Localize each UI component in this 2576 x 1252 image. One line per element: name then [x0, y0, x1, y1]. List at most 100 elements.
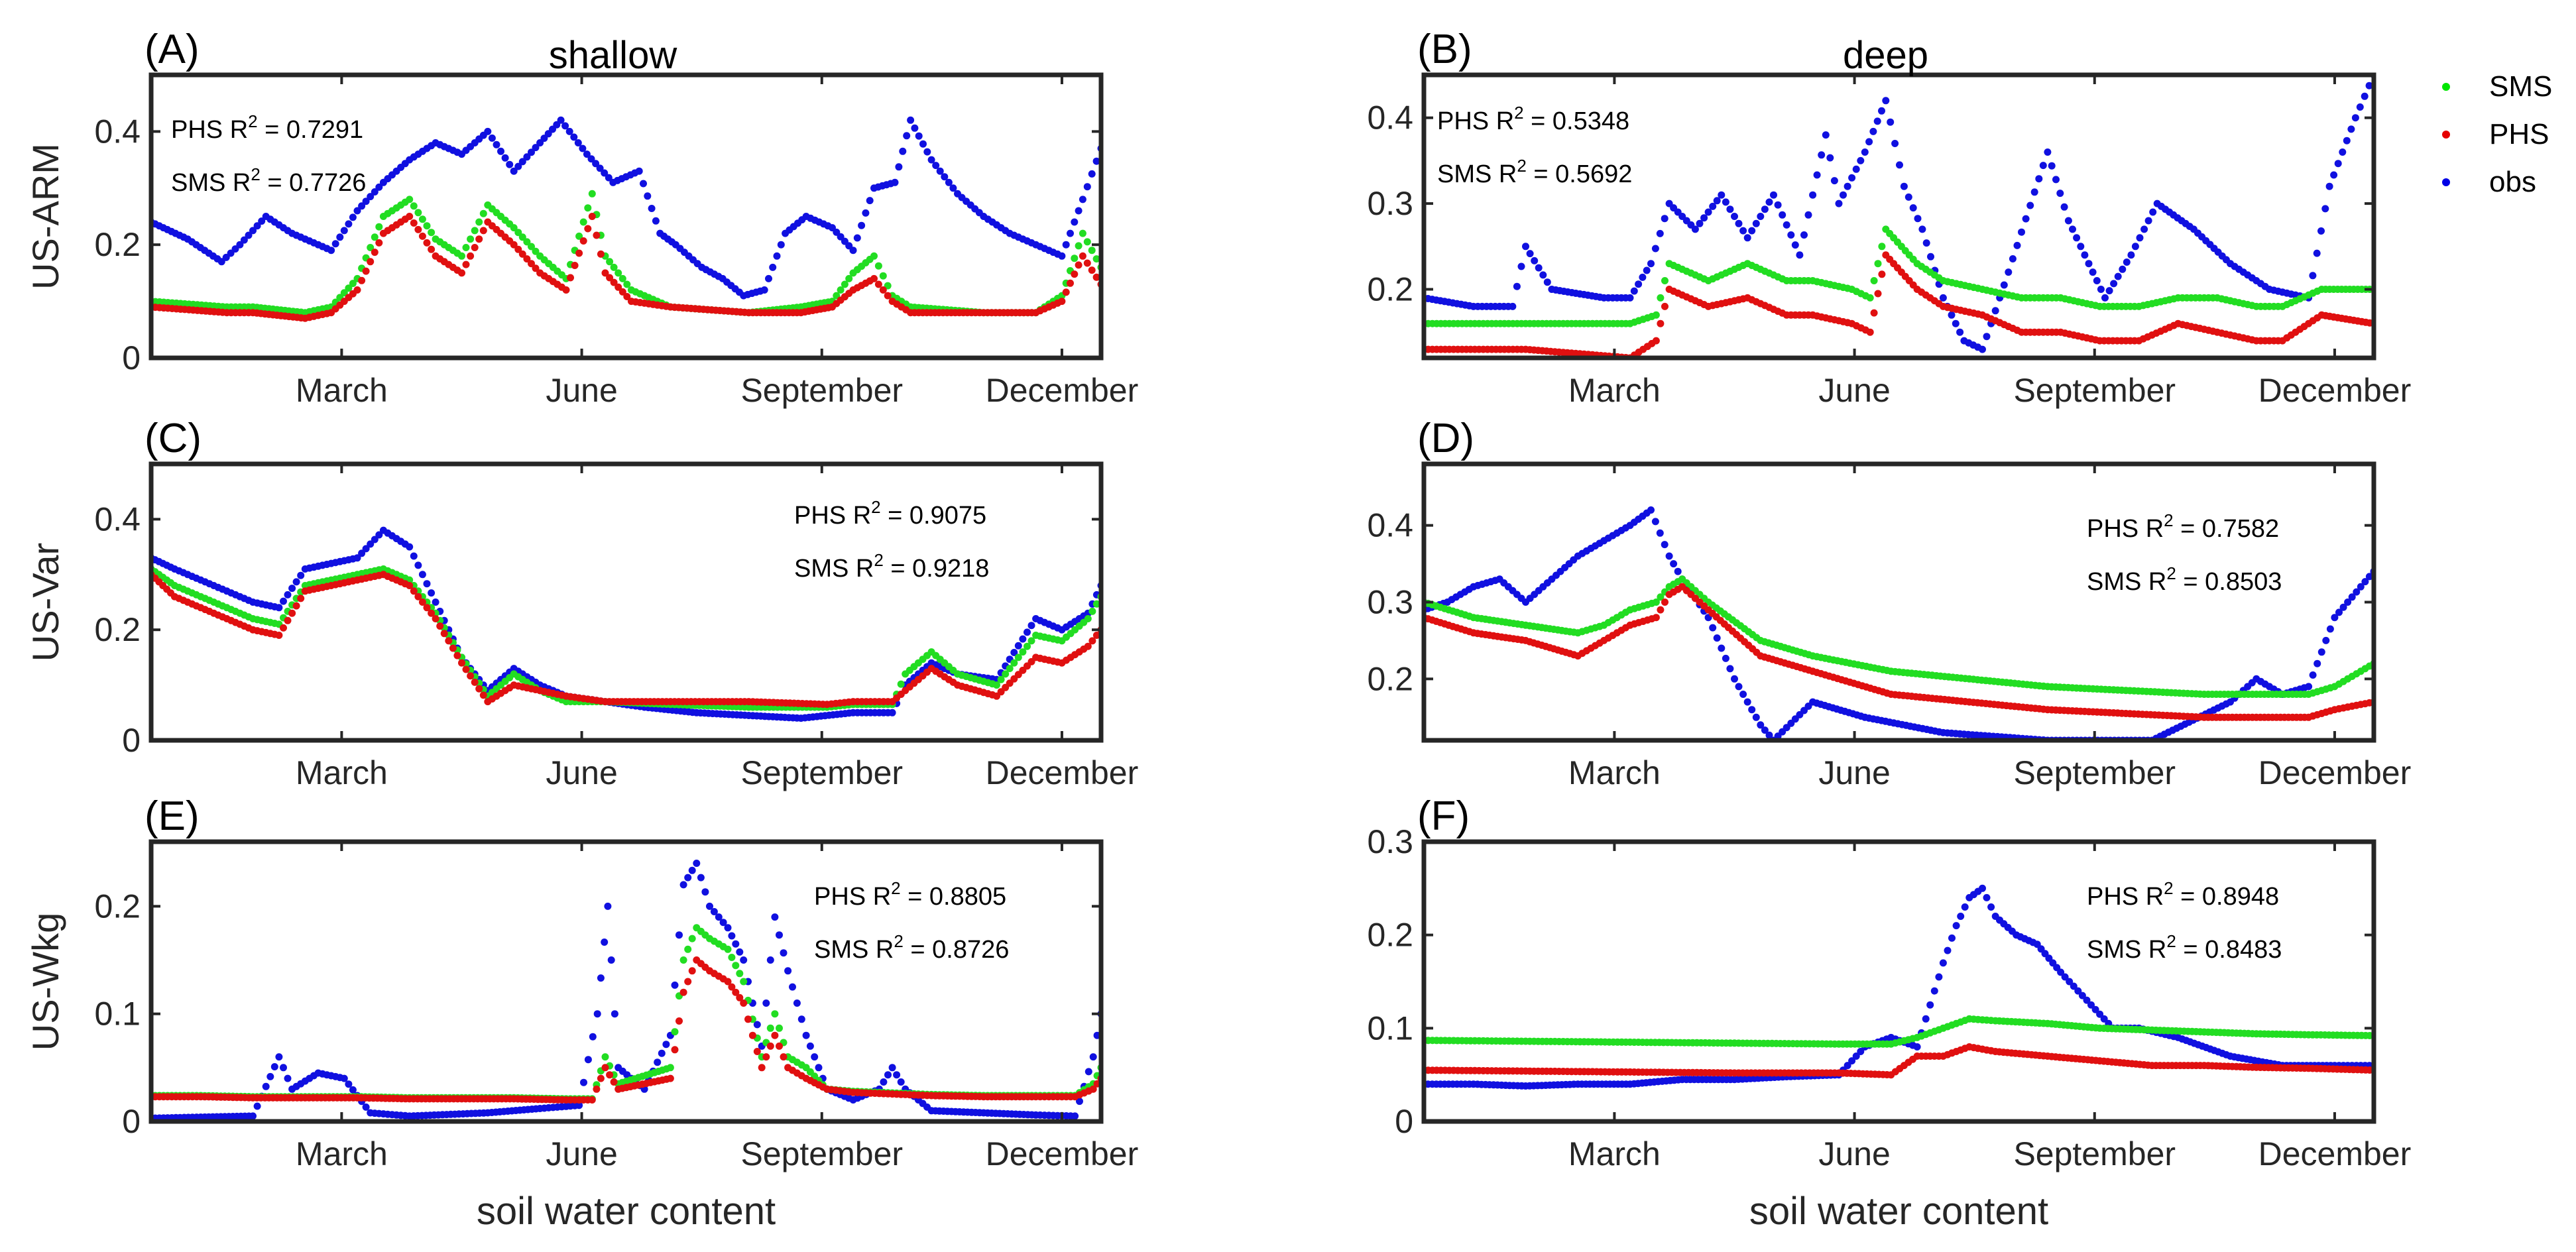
point-obs	[1014, 642, 1022, 650]
point-obs	[766, 956, 774, 964]
point-phs	[579, 237, 587, 245]
point-phs	[410, 219, 418, 227]
point-obs	[2317, 227, 2325, 235]
point-obs	[410, 552, 418, 560]
point-obs	[362, 198, 370, 205]
point-obs	[1722, 198, 1729, 206]
panel-label: (E)	[145, 793, 200, 839]
point-obs	[331, 240, 339, 248]
x-tick-label: March	[296, 372, 388, 409]
x-tick-label: March	[296, 1135, 388, 1172]
point-obs	[345, 220, 353, 228]
point-obs	[897, 1078, 905, 1086]
point-obs	[488, 134, 496, 142]
point-obs	[1961, 903, 1969, 911]
point-obs	[891, 178, 899, 186]
point-sms	[1657, 294, 1665, 302]
point-phs	[353, 286, 361, 294]
point-obs	[2119, 265, 2127, 273]
point-obs	[1896, 161, 1903, 169]
panel-c: March June September December 0 0.2 0.4 (C) US-V…	[25, 416, 1138, 791]
point-obs	[1735, 683, 1743, 691]
point-phs	[740, 999, 748, 1007]
point-obs	[601, 939, 609, 946]
point-obs	[2044, 148, 2052, 156]
point-phs	[610, 278, 618, 286]
point-obs	[2110, 280, 2118, 288]
legend: SMS PHS obs	[2442, 70, 2552, 198]
point-sms	[423, 222, 431, 230]
point-obs	[2069, 225, 2076, 233]
point-sms	[1079, 229, 1086, 237]
x-tick-label: March	[1568, 372, 1661, 409]
point-sms	[618, 274, 626, 282]
point-sms	[475, 218, 483, 226]
point-obs	[375, 183, 383, 191]
point-obs	[1058, 252, 1066, 260]
point-phs	[575, 249, 583, 257]
point-phs	[1878, 270, 1886, 278]
panel-a: March June September December 0 0.2 0.4 (A) shal…	[25, 27, 1138, 409]
point-phs	[514, 245, 522, 253]
point-obs	[2013, 241, 2021, 249]
point-obs	[2348, 593, 2356, 601]
point-sms	[766, 1024, 774, 1032]
point-obs	[688, 866, 696, 874]
x-tick-label: September	[740, 1135, 903, 1172]
point-phs	[1874, 290, 1882, 298]
point-obs	[2060, 203, 2068, 211]
point-obs	[362, 1103, 370, 1111]
point-obs	[1651, 518, 1659, 526]
point-phs	[1071, 270, 1079, 278]
point-obs	[671, 981, 679, 989]
point-phs	[732, 988, 740, 996]
point-obs	[802, 1031, 810, 1039]
point-phs	[445, 637, 453, 645]
point-obs	[773, 252, 781, 260]
point-obs	[2144, 217, 2152, 225]
x-tick-label: December	[986, 372, 1139, 409]
point-phs	[1075, 261, 1083, 269]
point-obs	[762, 999, 770, 1007]
point-obs	[2061, 973, 2069, 981]
point-obs	[936, 167, 944, 175]
point-obs	[693, 860, 701, 867]
point-sms	[528, 243, 535, 251]
point-phs	[684, 978, 692, 986]
point-phs	[1652, 337, 1660, 345]
y-tick-label: 0	[122, 722, 141, 759]
point-phs	[744, 1015, 752, 1023]
point-obs	[2365, 82, 2373, 89]
point-sms	[345, 284, 353, 292]
point-obs	[1656, 529, 1664, 537]
point-obs	[1743, 234, 1751, 242]
point-obs	[2140, 225, 2148, 233]
point-obs	[888, 709, 896, 716]
point-phs	[518, 250, 526, 258]
point-obs	[217, 258, 225, 266]
axes-frame	[148, 461, 1104, 743]
point-obs	[1900, 182, 1908, 190]
point-obs	[1757, 213, 1765, 220]
point-obs	[1913, 1043, 1921, 1051]
point-obs	[2026, 201, 2034, 209]
point-obs	[1092, 157, 1100, 165]
point-obs	[2313, 249, 2321, 257]
point-obs	[815, 1064, 823, 1072]
point-obs	[880, 1078, 888, 1086]
point-obs	[2039, 162, 2047, 170]
point-obs	[1539, 271, 1547, 279]
panel-e: March June September December 0 0.1 0.2 (E) US-W…	[25, 793, 1138, 1233]
point-obs	[362, 545, 370, 553]
point-obs	[240, 236, 248, 244]
point-phs	[414, 225, 422, 233]
point-obs	[561, 122, 569, 130]
point-obs	[1691, 225, 1699, 233]
point-obs	[510, 167, 518, 175]
axes-frame	[148, 839, 1104, 1124]
point-obs	[587, 155, 595, 163]
point-obs	[1939, 294, 1947, 302]
point-obs	[327, 247, 335, 255]
point-phs	[618, 288, 626, 296]
point-sms	[1652, 598, 1660, 606]
